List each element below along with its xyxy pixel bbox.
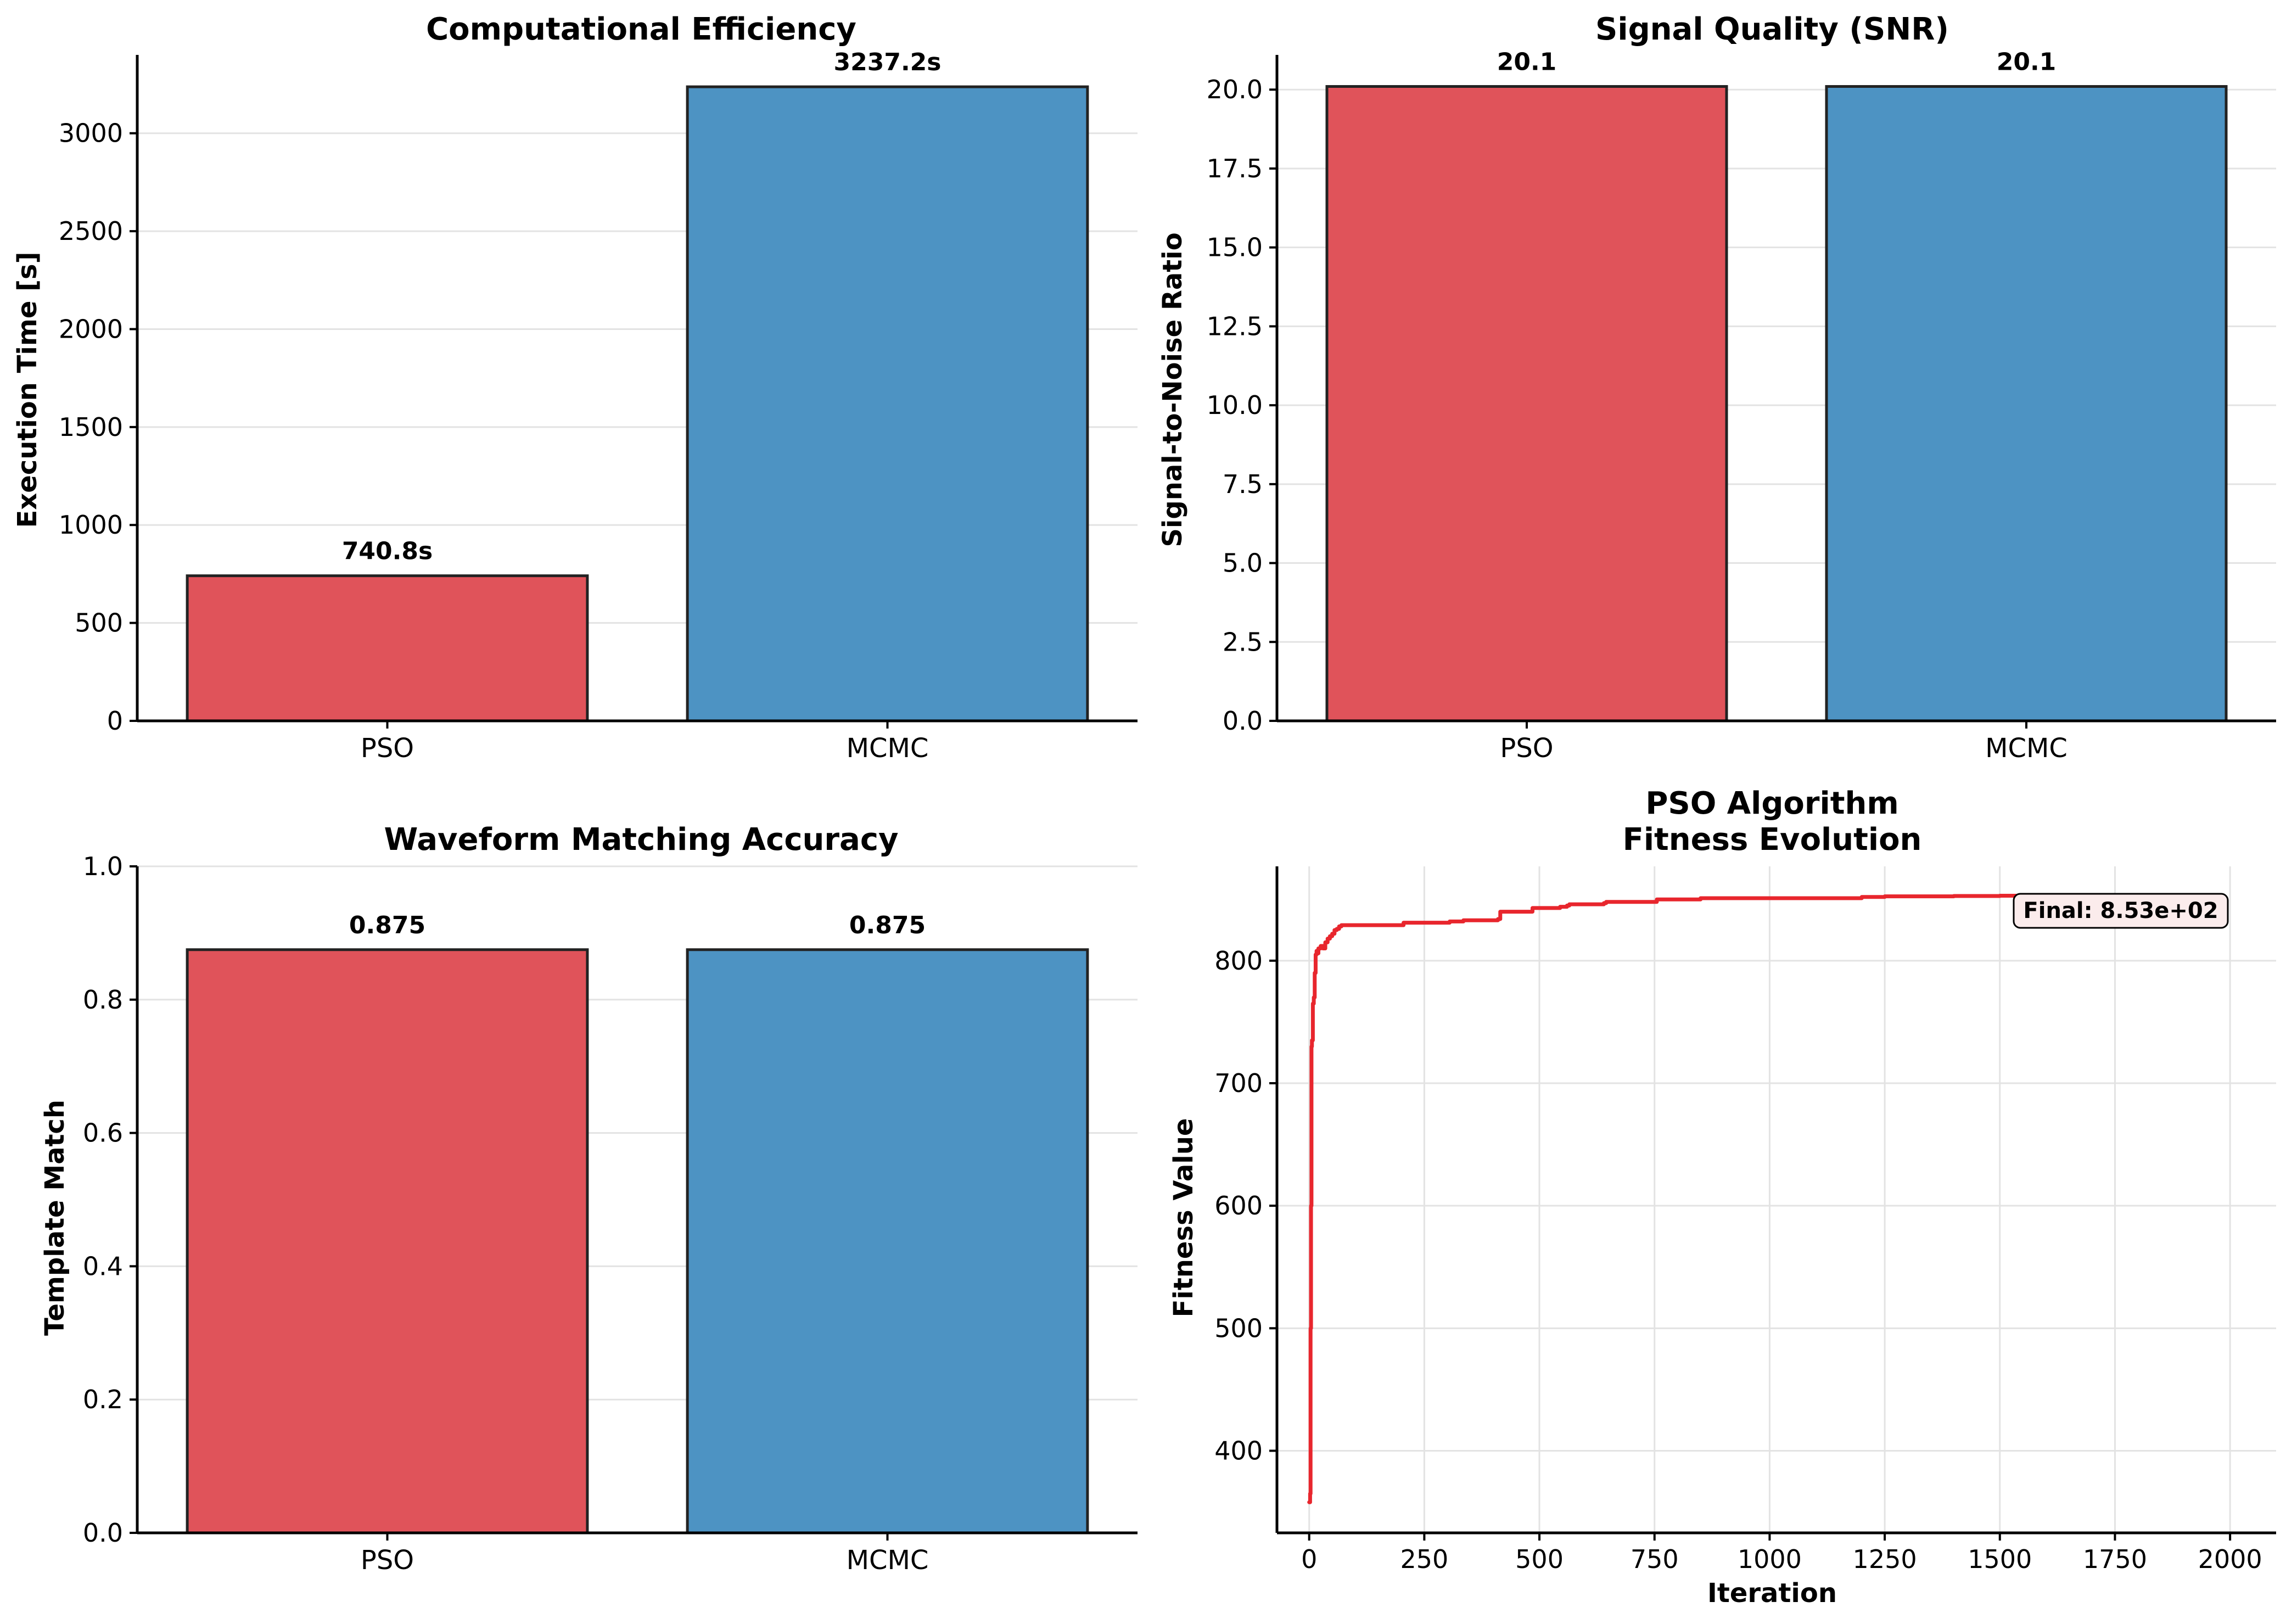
y-tick-label: 0.0 — [83, 1518, 123, 1548]
chart-computational-efficiency: Computational Efficiency Execution Time … — [12, 12, 1138, 764]
bar-pso — [186, 948, 589, 1535]
final-annotation: Final: 8.53e+02 — [2013, 893, 2229, 929]
annotation-box — [2013, 893, 2229, 929]
y-tick-label: 17.5 — [1207, 154, 1263, 183]
chart-title-line-2: Fitness Evolution — [1623, 822, 1922, 858]
y-tick-label: 5.0 — [1223, 548, 1263, 578]
gridlines — [1277, 866, 2276, 1533]
bar-pso — [186, 574, 589, 723]
y-tick-label: 15.0 — [1207, 233, 1263, 262]
x-tick-label: PSO — [1500, 733, 1553, 764]
value-label: 3237.2s — [834, 48, 942, 76]
y-tick-label: 500 — [1214, 1313, 1263, 1343]
chart-title: Signal Quality (SNR) — [1595, 12, 1949, 47]
x-tick-label: PSO — [361, 1545, 414, 1576]
fitness-series-line — [1307, 894, 2030, 1504]
y-tick-label: 0.0 — [1223, 706, 1263, 736]
y-tick-label: 12.5 — [1207, 311, 1263, 341]
y-tick-label: 700 — [1214, 1068, 1263, 1098]
bars — [186, 948, 1089, 1535]
value-label: 0.875 — [349, 911, 425, 939]
x-tick-label: PSO — [361, 733, 414, 764]
x-tick-label: MCMC — [847, 733, 929, 764]
y-axis-label: Fitness Value — [1168, 1118, 1199, 1318]
value-label: 20.1 — [1997, 48, 2057, 76]
bar-pso — [1325, 85, 1728, 723]
y-axis-label: Signal-to-Noise Ratio — [1157, 232, 1188, 547]
bar-mcmc — [1825, 85, 2228, 723]
bars — [186, 85, 1089, 723]
y-axis-label: Execution Time [s] — [12, 251, 43, 528]
chart-title-line-1: PSO Algorithm — [1645, 786, 1898, 821]
y-tick-label: 1.0 — [83, 852, 123, 881]
y-tick-label: 0.8 — [83, 985, 123, 1015]
axes-spines — [1275, 866, 2276, 1535]
value-label: 20.1 — [1497, 48, 1557, 76]
y-tick-label: 0.2 — [83, 1385, 123, 1414]
y-axis-label: Template Match — [40, 1100, 70, 1336]
value-labels: 0.875 0.875 — [349, 911, 926, 939]
y-tick-label: 400 — [1214, 1436, 1263, 1465]
y-tick-label: 10.0 — [1207, 390, 1263, 420]
y-tick-label: 2000 — [59, 314, 123, 344]
axes-spines — [136, 866, 1138, 1535]
y-tick-label: 500 — [75, 608, 123, 638]
fitness-line — [1307, 894, 2030, 1504]
y-tick-label: 0.6 — [83, 1118, 123, 1148]
value-label: 740.8s — [342, 537, 433, 565]
y-tick-label: 600 — [1214, 1191, 1263, 1220]
chart-pso-fitness-evolution: PSO Algorithm Fitness Evolution Fitness … — [1168, 786, 2276, 1609]
bar-mcmc — [686, 85, 1089, 723]
axes-spines — [136, 55, 1138, 723]
tick-labels: 0.0 0.2 0.4 0.6 0.8 1.0 PSO MCMC — [83, 852, 929, 1576]
tick-labels: 0 500 1000 1500 2000 2500 3000 PSO MCMC — [59, 119, 929, 764]
chart-signal-quality: Signal Quality (SNR) Signal-to-Noise Rat… — [1157, 12, 2276, 764]
x-tick-label: 1250 — [1853, 1544, 1917, 1574]
x-tick-label: MCMC — [847, 1545, 929, 1576]
y-tick-label: 1500 — [59, 412, 123, 442]
x-tick-label: 500 — [1515, 1544, 1564, 1574]
chart-title: Waveform Matching Accuracy — [384, 822, 898, 858]
x-tick-label: 2000 — [2198, 1544, 2262, 1574]
annotation-text: Final: 8.53e+02 — [2023, 898, 2218, 923]
y-tick-label: 0 — [107, 706, 123, 736]
x-tick-label: 0 — [1301, 1544, 1317, 1574]
value-labels: 740.8s 3237.2s — [342, 48, 942, 565]
tick-labels: 0.0 2.5 5.0 7.5 10.0 12.5 15.0 17.5 20.0 PSO MCMC — [1207, 75, 2068, 764]
value-label: 0.875 — [849, 911, 926, 939]
y-tick-label: 2500 — [59, 216, 123, 246]
y-tick-label: 800 — [1214, 946, 1263, 976]
y-tick-label: 0.4 — [83, 1251, 123, 1281]
x-axis-label: Iteration — [1707, 1578, 1837, 1609]
tick-labels: 400 500 600 700 800 0 250 500 750 1000 1250 1500 175… — [1214, 946, 2262, 1574]
x-tick-label: 1500 — [1968, 1544, 2032, 1574]
axes-spines — [1275, 55, 2276, 723]
chart-waveform-matching-accuracy: Waveform Matching Accuracy Template Matc… — [40, 822, 1138, 1576]
x-tick-label: 1750 — [2083, 1544, 2147, 1574]
y-tick-label: 20.0 — [1207, 75, 1263, 104]
x-tick-label: 1000 — [1738, 1544, 1802, 1574]
chart-title: Computational Efficiency — [426, 12, 856, 47]
y-tick-label: 7.5 — [1223, 469, 1263, 499]
bars — [1325, 85, 2228, 723]
y-tick-label: 3000 — [59, 119, 123, 148]
y-tick-label: 1000 — [59, 510, 123, 540]
y-tick-label: 2.5 — [1223, 627, 1263, 657]
x-tick-label: 750 — [1631, 1544, 1679, 1574]
x-tick-label: MCMC — [1985, 733, 2068, 764]
value-labels: 20.1 20.1 — [1497, 48, 2057, 76]
x-tick-label: 250 — [1400, 1544, 1448, 1574]
bar-mcmc — [686, 948, 1089, 1535]
